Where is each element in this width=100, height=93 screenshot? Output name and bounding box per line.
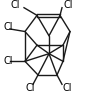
Text: Cl: Cl (25, 83, 35, 93)
Text: Cl: Cl (10, 0, 20, 10)
Text: Cl: Cl (3, 56, 12, 66)
Text: Cl: Cl (63, 0, 73, 10)
Text: Cl: Cl (62, 83, 72, 93)
Text: Cl: Cl (3, 22, 12, 32)
